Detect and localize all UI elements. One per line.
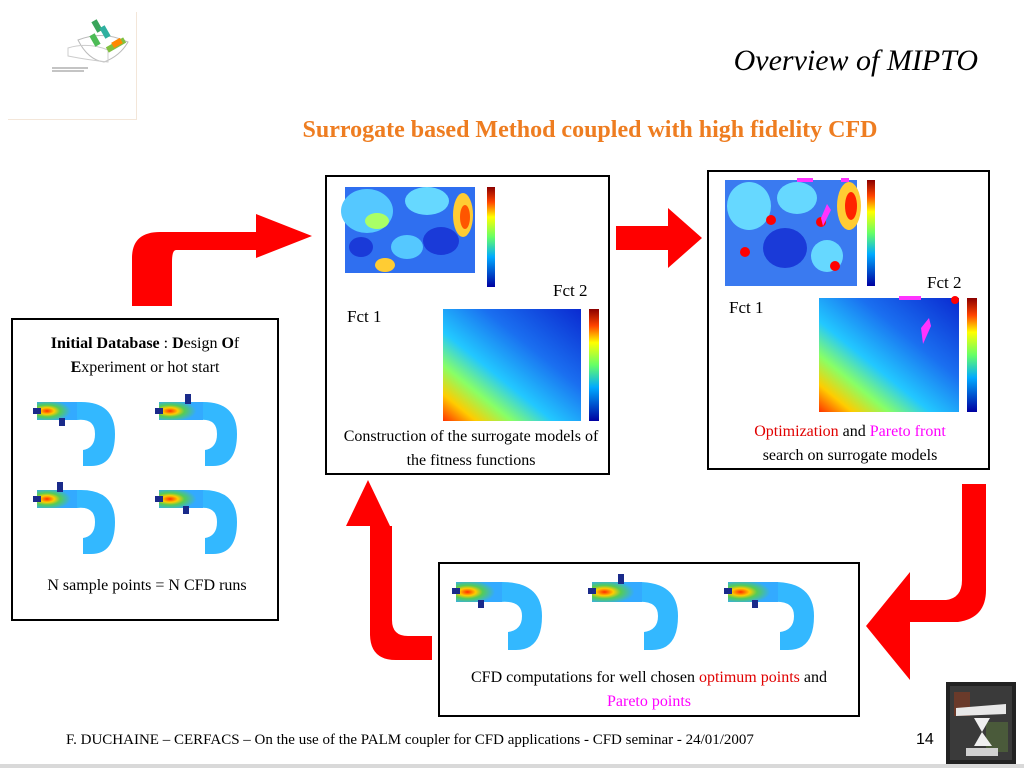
fct2-optimization-map <box>819 296 977 412</box>
cfd-result-fields <box>452 574 814 650</box>
fct2-surrogate-map <box>443 309 599 421</box>
surrogate-fct2-label: Fct 2 <box>553 281 588 300</box>
initial-database-panel: Initial Database : Design Of Experiment o… <box>11 318 279 621</box>
arrow-surrogate-to-optim <box>616 208 702 268</box>
pareto-points-word: Pareto points <box>607 693 691 710</box>
initial-database-caption: N sample points = N CFD runs <box>47 577 247 594</box>
optim-fct2-label: Fct 2 <box>927 273 962 292</box>
conference-logo <box>8 12 137 120</box>
fct1-optimization-map <box>725 178 875 286</box>
cfd-caption: CFD computations for well chosen optimum… <box>471 669 827 710</box>
initial-database-title: Initial Database : Design Of Experiment o… <box>50 335 240 376</box>
cfd-result-3 <box>724 582 814 650</box>
optimization-word: Optimization <box>754 423 839 440</box>
cfd-field-4 <box>155 490 237 554</box>
optim-fct1-label: Fct 1 <box>729 298 764 317</box>
optimization-panel: Fct 1 Fct 2 Optimization and Pareto fron… <box>707 170 990 470</box>
cfd-computations-panel: CFD computations for well chosen optimum… <box>438 562 860 717</box>
cfd-result-2 <box>588 574 678 650</box>
slide-footer: F. DUCHAINE – CERFACS – On the use of th… <box>66 732 754 748</box>
surrogate-fct1-label: Fct 1 <box>347 307 382 326</box>
surrogate-models-panel: Fct 1 Fct 2 Construction of the surrogat… <box>325 175 610 475</box>
cfd-field-1 <box>33 402 115 466</box>
cfd-field-3 <box>33 482 115 554</box>
pareto-front-word: Pareto front <box>869 423 946 440</box>
fct1-surrogate-map <box>341 187 495 287</box>
cfd-result-1 <box>452 582 542 650</box>
cfd-team-logo <box>946 682 1016 764</box>
cfd-field-2 <box>155 394 237 466</box>
slide-title: Overview of MIPTO <box>733 44 978 77</box>
slide-subtitle: Surrogate based Method coupled with high… <box>302 117 878 143</box>
optimization-caption: Optimization and Pareto front search on s… <box>754 423 946 464</box>
arrow-initial-to-surrogate <box>132 214 312 306</box>
surrogate-caption: Construction of the surrogate models of … <box>343 428 599 469</box>
doe-cfd-fields <box>33 394 237 554</box>
arrow-cfd-to-surrogate <box>346 480 432 660</box>
arrow-optim-to-cfd <box>866 484 986 680</box>
bottom-rule <box>0 764 1024 768</box>
page-number: 14 <box>916 731 934 748</box>
optimum-points-word: optimum points <box>698 669 800 686</box>
